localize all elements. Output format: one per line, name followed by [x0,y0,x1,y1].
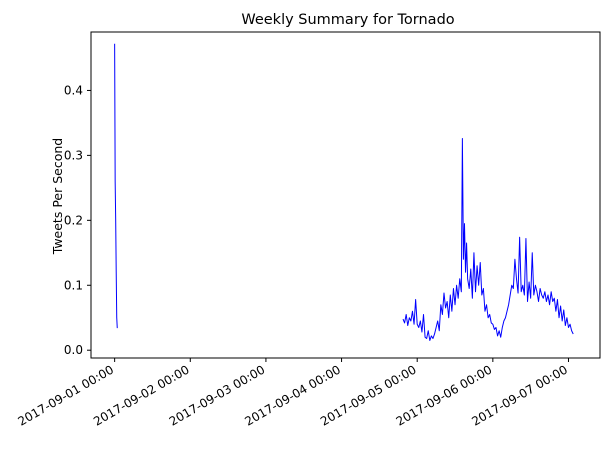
y-tick-label: 0.4 [64,83,83,97]
chart-title: Weekly Summary for Tornado [241,12,454,28]
y-tick-label: 0.3 [64,148,83,162]
y-tick-label: 0.0 [64,343,83,357]
plot-frame [90,31,601,359]
y-axis-label: Tweets Per Second [50,138,65,255]
y-tick-label: 0.1 [64,278,83,292]
y-tick-label: 0.2 [64,213,83,227]
series-line-segment [114,43,118,329]
series-line-segment [402,138,574,341]
